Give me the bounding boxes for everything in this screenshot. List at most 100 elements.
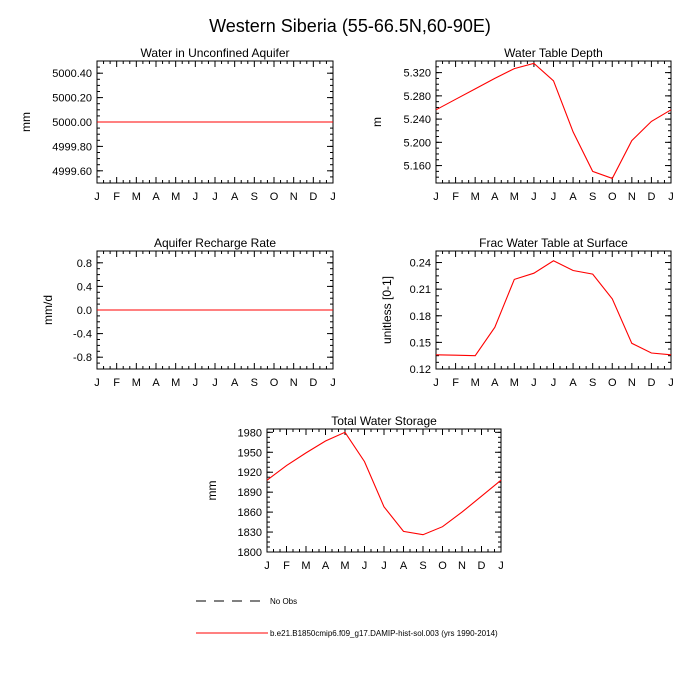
chart-title: Water Table Depth <box>504 46 603 60</box>
x-tick-label: D <box>478 560 486 572</box>
x-tick-label: S <box>419 560 426 572</box>
legend-obs-label: No Obs <box>270 597 297 606</box>
x-tick-label: F <box>452 191 459 203</box>
x-tick-label: J <box>94 191 100 203</box>
y-tick-label: 1920 <box>238 467 262 479</box>
y-tick-label: 0.21 <box>410 284 431 296</box>
x-tick-label: A <box>569 377 577 389</box>
y-tick-label: 1890 <box>238 487 262 499</box>
x-tick-label: A <box>400 560 408 572</box>
x-tick-label: O <box>438 560 447 572</box>
x-tick-label: M <box>171 191 180 203</box>
y-tick-label: 0.18 <box>410 311 431 323</box>
y-tick-label: 1860 <box>238 507 262 519</box>
x-tick-label: A <box>491 191 499 203</box>
series-line <box>435 260 672 357</box>
chart-title: Total Water Storage <box>331 414 437 428</box>
x-tick-label: M <box>510 377 519 389</box>
x-tick-label: N <box>290 191 298 203</box>
x-tick-label: A <box>152 377 160 389</box>
y-tick-label: 5000.00 <box>52 117 92 129</box>
y-tick-label: -0.8 <box>73 352 92 364</box>
y-axis-label: mm/d <box>41 295 55 325</box>
x-tick-label: F <box>113 377 120 389</box>
chart-title: Frac Water Table at Surface <box>479 236 628 250</box>
x-tick-label: S <box>251 191 258 203</box>
x-tick-label: J <box>212 377 218 389</box>
plot-frame <box>435 60 672 184</box>
x-tick-label: J <box>362 560 368 572</box>
x-tick-label: J <box>330 191 336 203</box>
x-tick-label: S <box>589 191 596 203</box>
legend: No Obs b.e21.B1850cmip6.f09_g17.DAMIP-hi… <box>196 597 498 638</box>
y-axis-label: mm <box>205 481 219 501</box>
x-tick-label: D <box>647 191 655 203</box>
y-axis-label: unitless [0-1] <box>380 276 394 344</box>
series-line <box>266 431 502 536</box>
y-tick-label: 0.12 <box>410 364 431 376</box>
x-tick-label: D <box>309 377 317 389</box>
x-tick-label: S <box>589 377 596 389</box>
y-tick-label: 1830 <box>238 527 262 539</box>
x-tick-label: J <box>330 377 336 389</box>
x-tick-label: J <box>193 377 199 389</box>
x-tick-label: M <box>301 560 310 572</box>
y-tick-label: 0.4 <box>77 281 92 293</box>
y-axis-label: mm <box>19 112 33 132</box>
x-tick-label: N <box>628 191 636 203</box>
x-tick-label: J <box>433 377 439 389</box>
x-tick-label: F <box>113 191 120 203</box>
y-tick-label: 5000.40 <box>52 68 92 80</box>
x-tick-label: J <box>668 377 674 389</box>
x-tick-label: M <box>471 191 480 203</box>
series-line <box>435 62 672 180</box>
x-tick-label: A <box>152 191 160 203</box>
x-tick-label: F <box>283 560 290 572</box>
x-tick-label: J <box>212 191 218 203</box>
x-tick-label: J <box>94 377 100 389</box>
y-tick-label: 0.24 <box>410 258 431 270</box>
x-tick-label: O <box>608 377 617 389</box>
x-tick-label: D <box>309 191 317 203</box>
x-tick-label: A <box>569 191 577 203</box>
x-tick-label: M <box>132 377 141 389</box>
x-tick-label: O <box>608 191 617 203</box>
y-tick-label: 1980 <box>238 427 262 439</box>
x-tick-label: A <box>491 377 499 389</box>
x-tick-label: M <box>510 191 519 203</box>
x-tick-label: N <box>458 560 466 572</box>
x-tick-label: J <box>551 191 557 203</box>
plot-frame <box>266 428 502 553</box>
y-tick-label: 5.160 <box>403 161 431 173</box>
plot-frame <box>435 250 672 370</box>
x-tick-label: J <box>193 191 199 203</box>
x-tick-label: N <box>290 377 298 389</box>
x-tick-label: F <box>452 377 459 389</box>
x-tick-label: N <box>628 377 636 389</box>
x-tick-label: J <box>531 377 537 389</box>
x-tick-label: O <box>270 191 279 203</box>
x-tick-label: J <box>551 377 557 389</box>
y-tick-label: 0.0 <box>77 305 92 317</box>
legend-model-label: b.e21.B1850cmip6.f09_g17.DAMIP-hist-sol.… <box>270 629 498 638</box>
x-tick-label: J <box>498 560 504 572</box>
y-tick-label: 4999.60 <box>52 166 92 178</box>
x-tick-label: J <box>531 191 537 203</box>
x-tick-label: J <box>264 560 270 572</box>
x-tick-label: J <box>433 191 439 203</box>
y-tick-label: 5.200 <box>403 137 431 149</box>
y-tick-label: 0.15 <box>410 337 431 349</box>
y-tick-label: 0.8 <box>77 258 92 270</box>
figure-title: Western Siberia (55-66.5N,60-90E) <box>209 16 491 36</box>
x-tick-label: J <box>381 560 387 572</box>
x-tick-label: A <box>231 191 239 203</box>
x-tick-label: M <box>340 560 349 572</box>
x-tick-label: D <box>647 377 655 389</box>
x-tick-label: S <box>251 377 258 389</box>
x-tick-label: A <box>322 560 330 572</box>
x-tick-label: M <box>171 377 180 389</box>
